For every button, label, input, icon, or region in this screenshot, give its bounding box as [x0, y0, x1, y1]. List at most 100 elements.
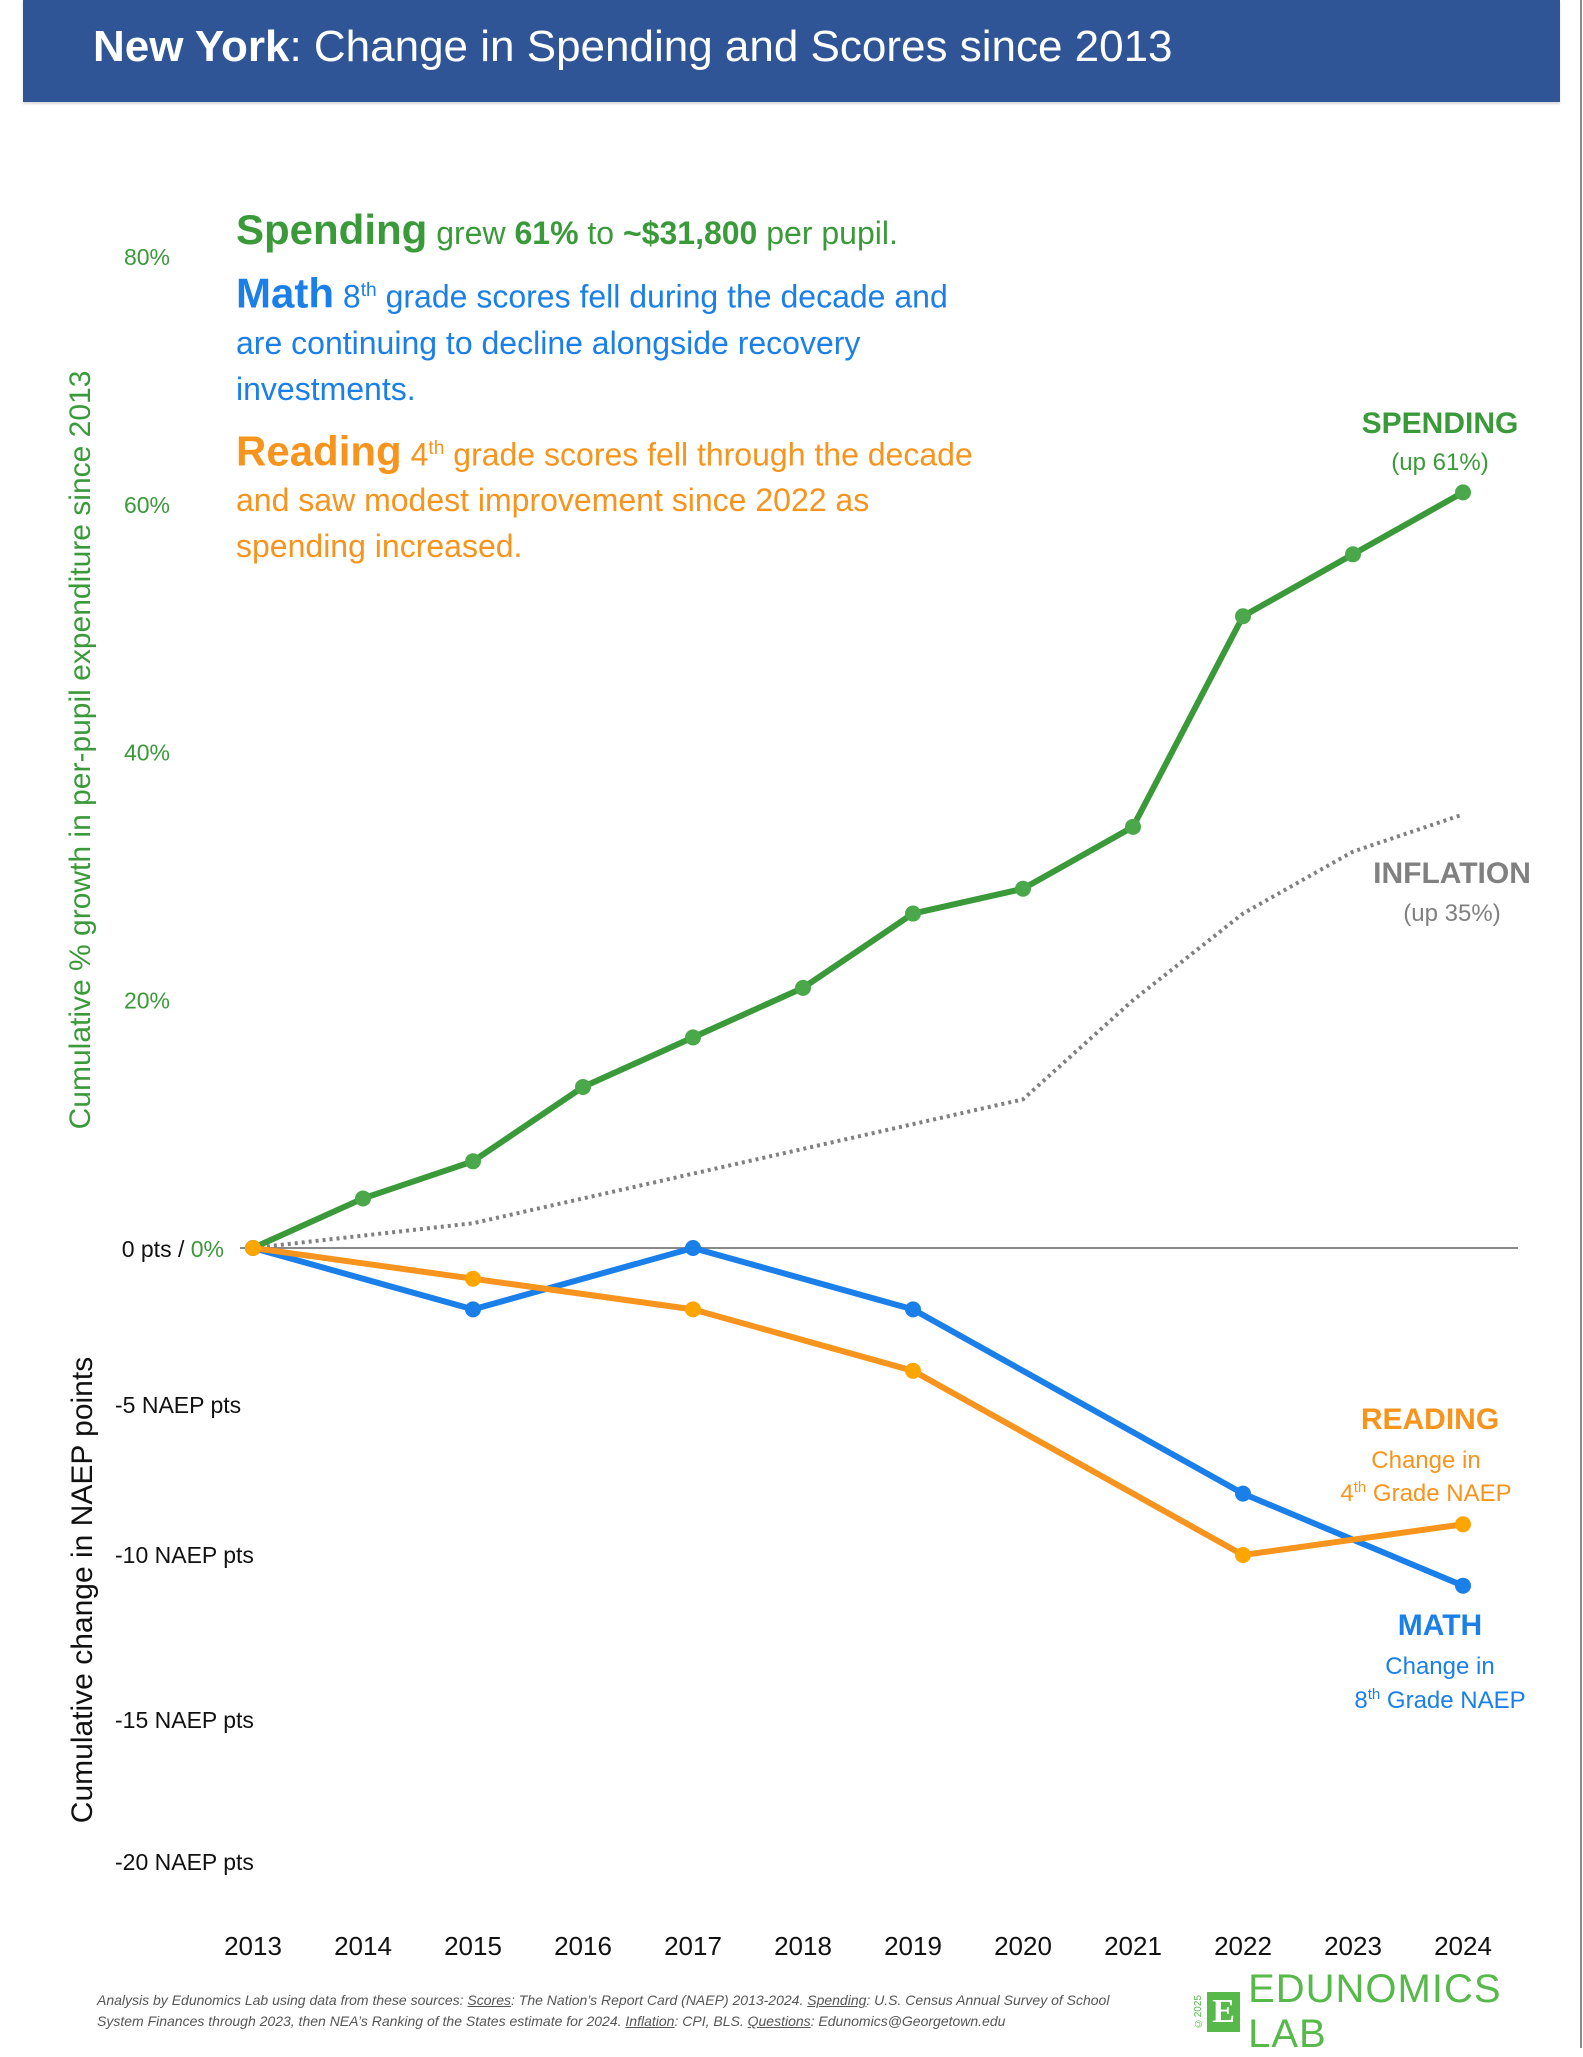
- spending-point: [795, 979, 811, 996]
- reading-annotation-grade-rest: Grade NAEP: [1366, 1480, 1511, 1507]
- summary-spending-amount: ~$31,800: [622, 215, 758, 251]
- summary-spending-head: Spending: [236, 206, 428, 253]
- math-point: [685, 1240, 701, 1256]
- spending-point: [1455, 484, 1471, 501]
- reading-annotation-grade: 4th Grade NAEP: [1340, 1479, 1511, 1507]
- page-title-rest: : Change in Spending and Scores since 20…: [289, 22, 1173, 71]
- reading-annotation-sub: Change in: [1371, 1447, 1480, 1474]
- source-inflation-label: Inflation: [625, 2013, 675, 2029]
- source-spending-label: Spending: [807, 1992, 867, 2008]
- inflation-annotation-title: INFLATION: [1373, 857, 1531, 890]
- summary-text: Spending grew 61% to ~$31,800 per pupil.…: [236, 205, 976, 569]
- y-tick-label-pct: 60%: [124, 492, 170, 518]
- math-annotation-title: MATH: [1398, 1609, 1482, 1642]
- logo-copyright: ©2025: [1193, 1995, 1204, 2029]
- zero-label-pct: 0%: [191, 1236, 224, 1262]
- source-questions-label: Questions: [747, 2013, 811, 2029]
- edunomics-logo: ©2025 E EDUNOMICS LAB: [1193, 1967, 1583, 2056]
- math-point: [1235, 1485, 1251, 1502]
- math-point: [905, 1301, 921, 1318]
- reading-line: [252, 1245, 1464, 1558]
- x-tick-label: 2020: [994, 1931, 1052, 1961]
- source-scores-label: Scores: [467, 1992, 511, 2008]
- page-title: New York: Change in Spending and Scores …: [93, 22, 1173, 72]
- spending-point: [1345, 546, 1361, 563]
- y-tick-label-naep: -10 NAEP pts: [115, 1542, 254, 1568]
- x-tick-label: 2018: [774, 1931, 832, 1961]
- x-tick-label: 2019: [884, 1931, 942, 1961]
- y-tick-label-naep: -20 NAEP pts: [115, 1849, 254, 1875]
- source-note: Analysis by Edunomics Lab using data fro…: [97, 1990, 1157, 2032]
- spending-annotation-title: SPENDING: [1362, 407, 1519, 440]
- math-annotation-sub: Change in: [1385, 1653, 1494, 1680]
- math-point: [1455, 1577, 1471, 1594]
- math-annotation-grade: 8th Grade NAEP: [1354, 1686, 1525, 1714]
- reading-annotation-grade-num: 4: [1340, 1480, 1353, 1507]
- zero-tick-label: 0 pts / 0%: [122, 1236, 224, 1262]
- y-axis-title-spending: Cumulative % growth in per-pupil expendi…: [64, 371, 97, 1130]
- reading-point: [465, 1270, 481, 1287]
- spending-point: [465, 1153, 481, 1170]
- x-tick-label: 2021: [1104, 1931, 1162, 1961]
- spending-point: [1015, 880, 1031, 897]
- y-tick-label-pct: 40%: [124, 740, 170, 766]
- logo-e-icon: E: [1207, 1992, 1241, 2032]
- x-tick-label: 2016: [554, 1931, 612, 1961]
- math-annotation-grade-num: 8: [1354, 1687, 1367, 1714]
- source-inflation-text: : CPI, BLS.: [674, 2013, 748, 2029]
- y-tick-label-naep: -15 NAEP pts: [115, 1707, 254, 1733]
- x-tick-label: 2022: [1214, 1931, 1272, 1961]
- summary-reading-grade-sup: th: [428, 437, 445, 459]
- spending-point: [685, 1029, 701, 1046]
- spending-point: [905, 905, 921, 922]
- summary-math: Math 8th grade scores fell during the de…: [236, 268, 976, 412]
- summary-spending-t1: grew: [427, 215, 515, 251]
- math-annotation-grade-sup: th: [1368, 1686, 1381, 1703]
- source-pre: Analysis by Edunomics Lab using data fro…: [97, 1992, 468, 2008]
- summary-math-text: grade scores fell during the decade and …: [236, 278, 948, 407]
- summary-reading-text: grade scores fell through the decade and…: [236, 436, 973, 565]
- summary-math-grade-sup: th: [360, 280, 377, 301]
- summary-reading-head: Reading: [236, 427, 402, 475]
- spending-point: [1125, 818, 1141, 835]
- summary-reading-grade: 4: [401, 436, 429, 473]
- math-annotation-grade-rest: Grade NAEP: [1380, 1687, 1525, 1714]
- y-tick-label-naep: -5 NAEP pts: [115, 1392, 241, 1418]
- reading-annotation-title: READING: [1361, 1403, 1499, 1436]
- y-tick-label-pct: 80%: [124, 244, 170, 270]
- x-tick-label: 2013: [224, 1931, 282, 1961]
- source-spending-text: : U.S. Census Annual Survey of School Sy…: [97, 1992, 1110, 2029]
- x-tick-label: 2023: [1324, 1931, 1382, 1961]
- reading-point: [1455, 1516, 1471, 1533]
- summary-spending-t2: to: [578, 215, 623, 251]
- summary-spending-t3: per pupil.: [757, 215, 898, 251]
- reading-annotation-grade-sup: th: [1354, 1479, 1367, 1496]
- source-questions-email: : Edunomics@Georgetown.edu: [810, 2013, 1006, 2029]
- page-title-state: New York: [93, 22, 290, 71]
- spending-annotation-sub: (up 61%): [1391, 449, 1488, 476]
- inflation-annotation-sub: (up 35%): [1403, 900, 1500, 927]
- summary-spending-pct: 61%: [514, 215, 579, 251]
- x-tick-label: 2024: [1434, 1931, 1492, 1961]
- source-scores-text: : The Nation’s Report Card (NAEP) 2013-2…: [511, 1992, 808, 2008]
- reading-point: [245, 1240, 261, 1256]
- spending-line: [251, 489, 1465, 1251]
- math-line: [252, 1245, 1465, 1589]
- summary-math-grade: 8: [334, 278, 361, 315]
- reading-point: [685, 1301, 701, 1318]
- inflation-line: [252, 812, 1464, 1250]
- page-border: [1580, 0, 1582, 2048]
- x-tick-label: 2015: [444, 1931, 502, 1961]
- header-bar: New York: Change in Spending and Scores …: [23, 0, 1560, 102]
- reading-point: [905, 1362, 921, 1379]
- spending-point: [575, 1078, 591, 1095]
- x-tick-label: 2017: [664, 1931, 722, 1961]
- reading-point: [1235, 1547, 1251, 1563]
- summary-spending: Spending grew 61% to ~$31,800 per pupil.: [236, 205, 976, 258]
- x-tick-label: 2014: [334, 1931, 392, 1961]
- zero-label-pts: 0 pts /: [122, 1236, 191, 1262]
- spending-point: [1235, 608, 1251, 625]
- math-point: [465, 1301, 481, 1318]
- logo-name: EDUNOMICS LAB: [1248, 1967, 1502, 2056]
